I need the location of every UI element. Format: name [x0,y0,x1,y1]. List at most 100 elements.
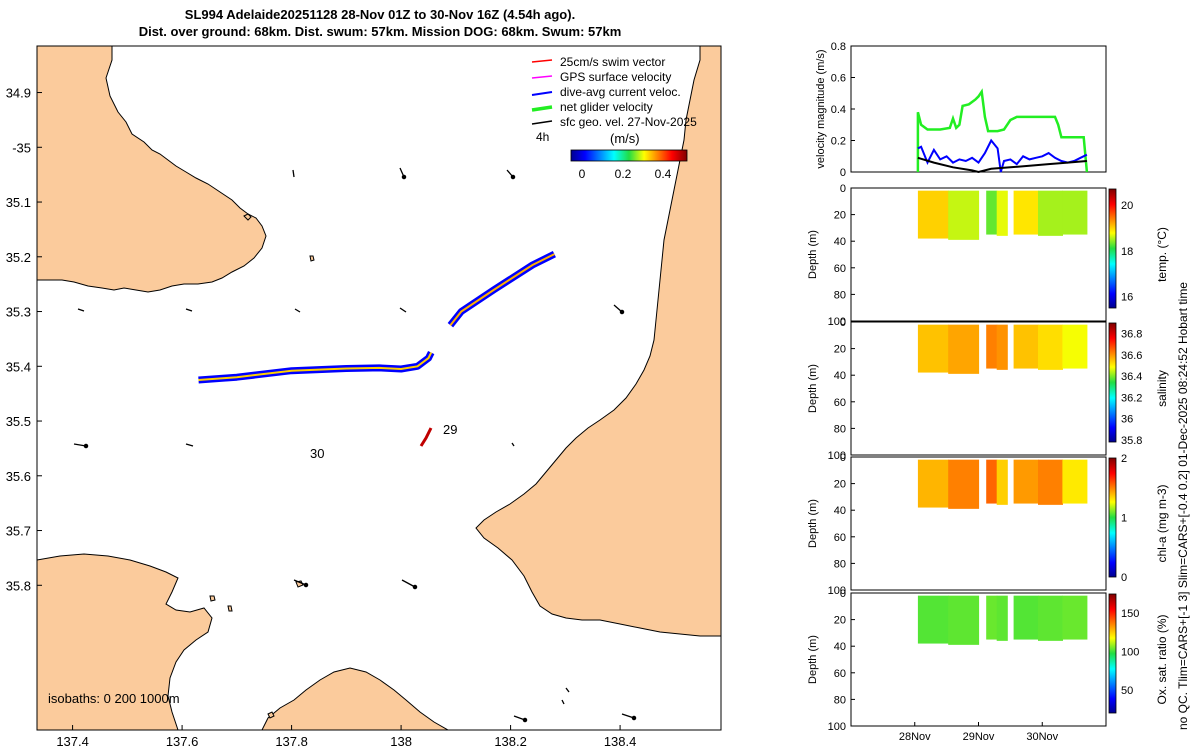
map-legend: 25cm/s swim vector GPS surface velocity … [531,55,697,181]
depth-tick-label: 100 [828,585,846,597]
track-label-30: 30 [310,446,324,461]
profile-cell [996,324,1008,370]
colorbar-tick-label: 35.8 [1121,435,1142,447]
colorbar-tick-label: 36.4 [1121,371,1142,383]
vel-tick-label: 0.8 [831,41,846,53]
colorbar-unit-label: (m/s) [610,131,640,146]
time-tick-label: 29Nov [963,731,995,743]
profile-cell [948,324,980,374]
side-annotation: no QC. Tlim=CARS+[-1 3] Slim=CARS+[-0.4 … [1176,282,1190,730]
lat-tick-label: 35.5 [6,414,31,429]
track-east-net [449,253,555,326]
depth-tick-label: 0 [840,452,846,464]
profile-cell [1013,459,1039,504]
profile-panel-temp: 0 20 40 60 80 100 Depth (m) 16 18 20 temp. (°C) [807,183,1169,328]
lat-tick-label: 35.3 [6,305,31,320]
profile-cell [917,595,949,644]
colorbar-tick-label: 16 [1121,292,1133,304]
profile-cell [1013,324,1039,369]
depth-tick-label: 20 [834,479,846,491]
depth-ylabel: Depth (m) [807,364,819,413]
profile-cell [1038,324,1063,370]
legend-net-label: net glider velocity [560,100,653,114]
profile-cell [917,324,949,373]
land-south-central [261,667,450,730]
colorbar-tick-label: 100 [1121,647,1139,659]
depth-tick-label: 40 [834,370,846,382]
colorbar-chl-a [1108,457,1117,578]
colorbar-salinity [1108,322,1117,443]
profile-panel-oxygen: 0 20 40 60 80 100 Depth (m) 50 100 150 Ox. sat. ra… [807,588,1169,733]
legend-swim: 25cm/s swim vector [531,55,665,69]
profile-panel-chl-a: 0 20 40 60 80 100 Depth (m) 0 1 2 chl-a (mg m-3) [807,452,1169,597]
lat-tick-label: 35.1 [6,195,31,210]
colorbar-label: salinity [1155,370,1169,407]
island-5 [267,711,275,719]
lat-tick-label: 35.6 [6,469,31,484]
depth-tick-label: 100 [828,721,846,733]
depth-tick-label: 20 [834,615,846,627]
lon-ticks: 137.4 137.6 137.8 138 138.2 138.4 [56,725,636,749]
vel-tick-label: 0 [840,167,846,179]
depth-tick-label: 0 [840,588,846,600]
colorbar-tick-label: 36.2 [1121,392,1142,404]
profile-cell [1062,324,1088,369]
profile-cell [1013,595,1039,640]
track-end-red [419,427,433,447]
depth-ylabel: Depth (m) [807,230,819,279]
depth-tick-label: 60 [834,532,846,544]
profile-cell [986,190,998,235]
colorbar-tick-label: 50 [1121,685,1133,697]
depth-tick-label: 100 [828,316,846,328]
lon-tick-label: 138.2 [494,734,527,749]
track-west-net [198,352,433,381]
colorbar-tick-1: 0.2 [615,167,632,181]
legend-sfc: sfc geo. vel. 27-Nov-2025 [531,115,697,129]
speed-colorbar [570,149,688,162]
depth-tick-label: 40 [834,641,846,653]
time-ticks: 28Nov 29Nov 30Nov [899,722,1059,743]
colorbar-tick-label: 36.6 [1121,350,1142,362]
island-3 [209,595,216,602]
title-line-2: Dist. over ground: 68km. Dist. swum: 57k… [138,24,622,39]
lat-tick-label: 35.2 [6,250,31,265]
figure-title: SL994 Adelaide20251128 28-Nov 01Z to 30-… [0,6,760,40]
depth-ylabel: Depth (m) [807,635,819,684]
lat-tick-label: -35 [12,140,31,155]
colorbar-tick-label: 1 [1121,513,1127,525]
map-panel: 29 30 137.4 137.6 137.8 138 138.2 138.4 34.9 -… [6,45,722,749]
profile-cell [996,190,1008,236]
lon-tick-label: 138 [390,734,412,749]
profile-cell [948,190,980,240]
profile-cell [996,595,1008,641]
depth-tick-label: 60 [834,668,846,680]
legend-swim-label: 25cm/s swim vector [560,55,665,69]
vel-tick-label: 0.2 [831,136,846,148]
profile-cell [917,190,949,239]
sfc-geo-vectors [73,167,637,723]
legend-sfc-label: sfc geo. vel. 27-Nov-2025 [560,115,697,129]
time-series-panels: 0 0.2 0.4 0.6 0.8 velocity magnitude (m/s) 0 2… [807,41,1190,743]
lat-tick-label: 35.7 [6,524,31,539]
lat-tick-label: 35.4 [6,359,31,374]
colorbar-label: Ox. sat. ratio (%) [1155,614,1169,704]
depth-tick-label: 40 [834,236,846,248]
profile-cell [1062,190,1088,235]
profile-cell [1038,459,1063,505]
glider-tracks [198,250,556,447]
lon-tick-label: 137.8 [275,734,308,749]
legend-current-label: dive-avg current veloc. [560,85,681,99]
depth-ylabel: Depth (m) [807,499,819,548]
colorbar-tick-0: 0 [579,167,586,181]
lon-tick-label: 137.4 [56,734,89,749]
vel-tick-label: 0.4 [831,104,846,116]
land-southwest [37,553,213,730]
colorbar-tick-label: 2 [1121,453,1127,465]
vel-series-line [916,88,1089,173]
legend-current: dive-avg current veloc. [531,85,681,99]
land-kangaroo-peninsula [37,46,267,293]
track-label-29: 29 [443,422,457,437]
legend-gps-label: GPS surface velocity [560,70,671,84]
